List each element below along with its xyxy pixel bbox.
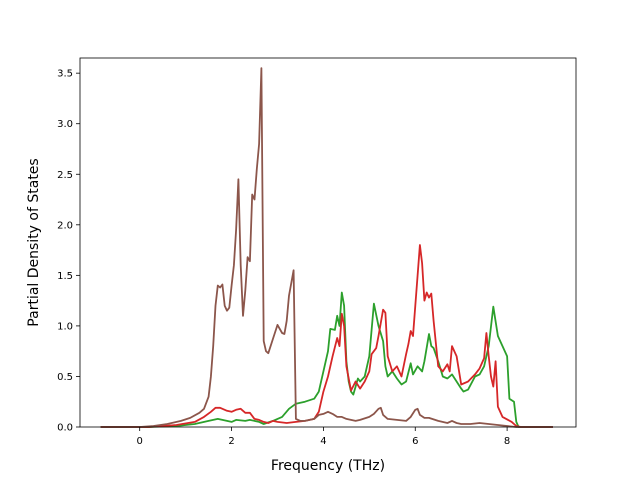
x-tick-label: 8 <box>504 436 510 447</box>
y-axis-ticks: 0.0 0.5 1.0 1.5 2.0 2.5 3.0 3.5 <box>57 69 80 434</box>
series-line-3 <box>100 67 553 428</box>
x-axis-label: Frequency (THz) <box>271 458 385 474</box>
y-tick-label: 1.0 <box>57 321 73 332</box>
y-axis-label: Partial Density of States <box>26 158 42 326</box>
x-tick-label: 6 <box>412 436 418 447</box>
x-tick-label: 2 <box>228 436 234 447</box>
plot-frame <box>79 57 577 428</box>
y-tick-label: 0.0 <box>57 423 73 434</box>
series-layer <box>100 67 553 428</box>
y-tick-label: 3.5 <box>57 69 73 80</box>
x-axis-ticks: 0 2 4 6 8 <box>137 427 510 447</box>
y-tick-label: 0.5 <box>57 372 73 383</box>
y-tick-label: 3.0 <box>57 119 73 130</box>
x-tick-label: 0 <box>137 436 143 447</box>
series-line-2 <box>100 244 553 428</box>
x-tick-label: 4 <box>320 436 326 447</box>
y-tick-label: 2.0 <box>57 220 73 231</box>
series-line-1 <box>100 291 553 428</box>
y-tick-label: 2.5 <box>57 170 73 181</box>
y-tick-label: 1.5 <box>57 271 73 282</box>
